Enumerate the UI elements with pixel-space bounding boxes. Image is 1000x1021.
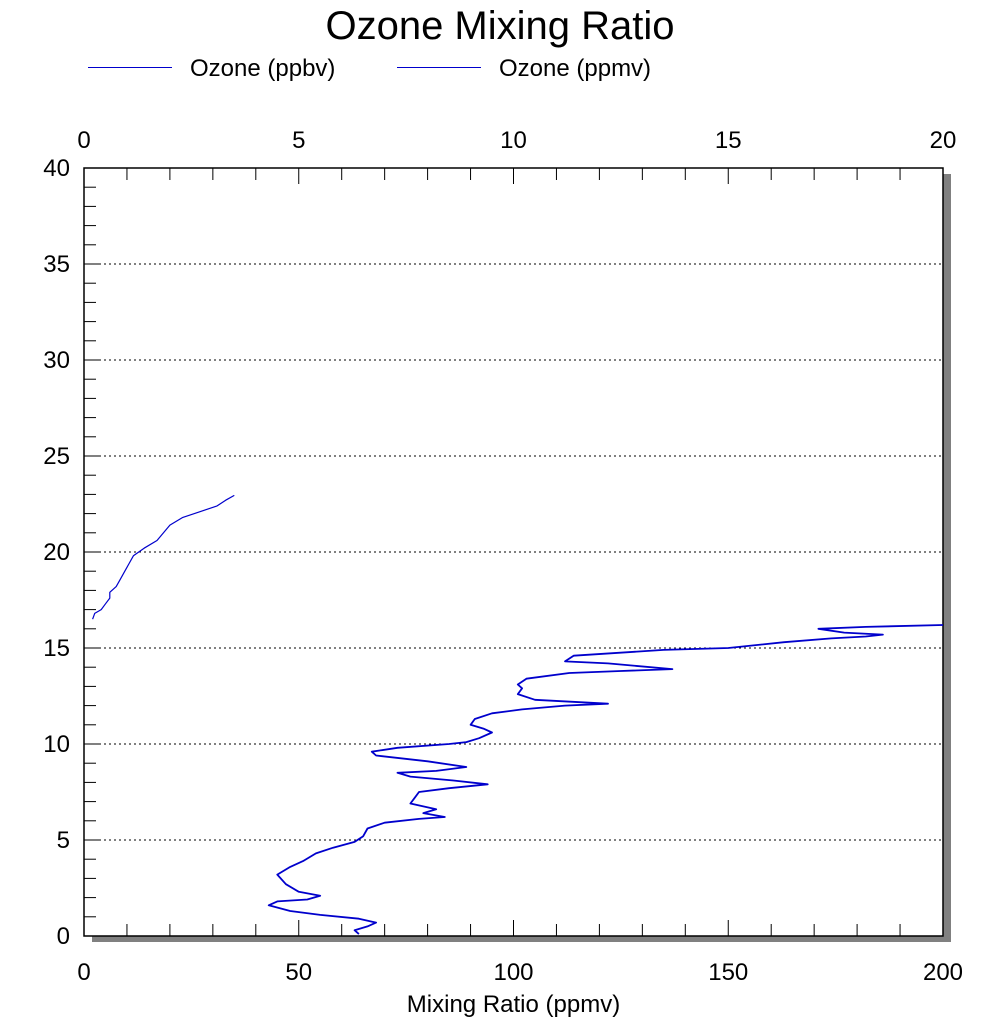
x-tick-label-0: 0 [77, 959, 90, 986]
x2-tick-label-15: 15 [715, 127, 742, 154]
y-tick-label-15: 15 [43, 635, 70, 662]
x2-tick-label-5: 5 [292, 127, 305, 154]
plot-frame [83, 167, 944, 937]
chart-title: Ozone Mixing Ratio [325, 4, 675, 48]
y-tick-label-35: 35 [43, 251, 70, 278]
x-tick-label-150: 150 [708, 959, 748, 986]
series-line-ozone-ppmv [92, 494, 235, 620]
y-tick-label-20: 20 [43, 539, 70, 566]
y-tick-label-25: 25 [43, 443, 70, 470]
y-tick-label-0: 0 [57, 923, 70, 950]
y-tick-label-30: 30 [43, 347, 70, 374]
x-tick-label-200: 200 [923, 959, 963, 986]
legend-label-ozone-ppbv: Ozone (ppbv) [190, 55, 336, 82]
x-axis-title: Mixing Ratio (ppmv) [407, 991, 620, 1018]
x-tick-label-50: 50 [285, 959, 312, 986]
legend-line-ozone-ppmv [397, 67, 481, 68]
series-line-ozone-ppbv [267, 624, 944, 935]
legend-label-ozone-ppmv: Ozone (ppmv) [499, 55, 652, 82]
y-tick-label-5: 5 [57, 827, 70, 854]
y-tick-label-40: 40 [43, 155, 70, 182]
x2-tick-label-0: 0 [77, 127, 90, 154]
y-tick-label-10: 10 [43, 731, 70, 758]
x2-tick-label-20: 20 [930, 127, 957, 154]
x-tick-label-100: 100 [493, 959, 533, 986]
x2-tick-label-10: 10 [500, 127, 527, 154]
legend-line-ozone-ppbv [88, 67, 172, 68]
